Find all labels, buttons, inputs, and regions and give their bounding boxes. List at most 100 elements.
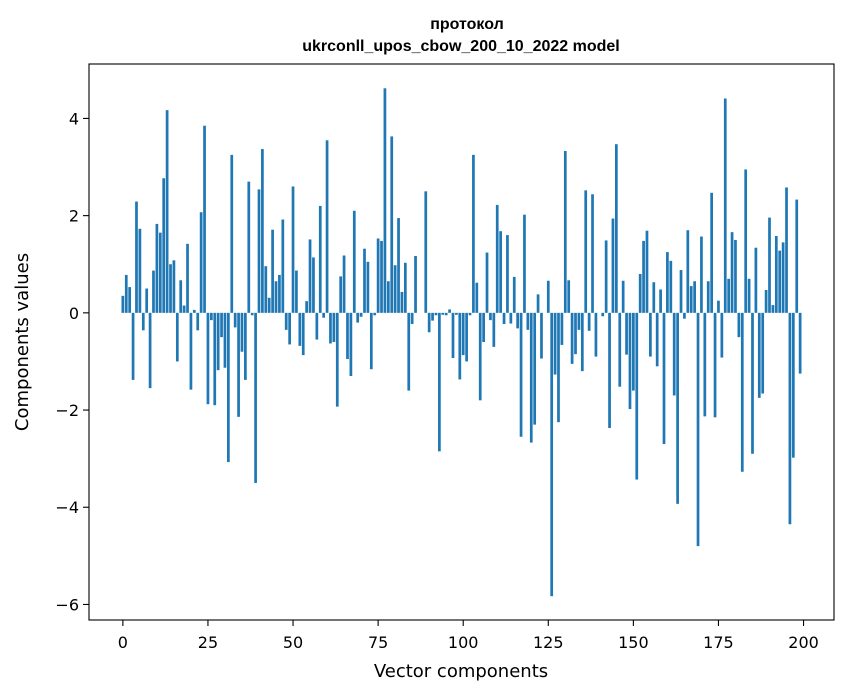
bar	[730, 232, 734, 313]
bar	[175, 312, 179, 362]
bar	[148, 312, 152, 389]
bar	[461, 312, 465, 356]
bar	[465, 312, 468, 362]
bar	[414, 255, 417, 313]
bar	[570, 312, 574, 364]
bar	[312, 257, 315, 313]
bar	[288, 312, 291, 345]
y-tick-label: 4	[69, 109, 79, 128]
bar	[669, 260, 673, 313]
bar	[679, 270, 683, 313]
bar	[577, 312, 581, 330]
bar	[189, 312, 193, 390]
bar	[580, 312, 584, 372]
bar	[254, 312, 257, 483]
bar	[768, 217, 771, 313]
bar	[431, 312, 434, 321]
bar	[182, 305, 186, 313]
bar	[138, 228, 142, 313]
bar	[485, 252, 489, 313]
bar	[383, 88, 387, 313]
bar	[740, 312, 744, 472]
bar	[444, 312, 448, 316]
bar	[761, 312, 765, 394]
bar	[611, 218, 615, 313]
bar	[509, 312, 513, 324]
bar	[614, 144, 618, 313]
y-tick-label: 2	[69, 207, 79, 226]
bar	[196, 312, 200, 331]
bar	[186, 243, 189, 313]
bar	[335, 312, 339, 407]
bar	[737, 312, 741, 338]
bar	[475, 282, 479, 313]
bar	[278, 274, 281, 313]
bar	[349, 312, 353, 377]
bar	[424, 191, 428, 313]
bar	[240, 312, 244, 352]
y-tick-label: −6	[55, 595, 79, 614]
bar	[390, 136, 394, 313]
bar	[703, 312, 707, 417]
bar	[373, 312, 377, 316]
bar	[791, 312, 795, 458]
x-ticks-group: 0 25 50 75 100 125 150 175 200	[118, 620, 819, 652]
bar	[706, 281, 710, 313]
x-axis-label: Vector components	[374, 661, 548, 682]
bar	[563, 151, 567, 313]
bar	[448, 309, 451, 313]
bar	[325, 140, 329, 313]
bar	[369, 312, 373, 370]
x-tick-label: 75	[368, 633, 388, 652]
bar	[676, 312, 679, 504]
bar	[567, 280, 571, 313]
bar	[274, 281, 278, 313]
bar	[553, 312, 557, 375]
bar	[308, 239, 312, 313]
bar	[618, 312, 622, 387]
bar	[594, 312, 598, 357]
bar	[131, 312, 135, 380]
bar	[315, 312, 319, 340]
bar	[468, 312, 472, 316]
bar	[655, 312, 659, 367]
bar	[662, 312, 666, 445]
bar	[128, 287, 132, 313]
bar	[403, 262, 407, 313]
bar	[529, 312, 533, 443]
bar	[318, 205, 322, 313]
bar	[659, 289, 662, 313]
bar	[356, 312, 360, 323]
bar	[754, 247, 758, 313]
bar	[723, 98, 727, 313]
bar	[785, 187, 788, 313]
bar	[135, 201, 138, 313]
bar	[451, 312, 455, 359]
bar	[441, 312, 445, 315]
bar	[560, 312, 564, 345]
bar	[584, 190, 588, 313]
bar	[203, 125, 206, 313]
x-tick-label: 0	[118, 633, 128, 652]
bar	[696, 312, 700, 547]
bar	[744, 169, 748, 313]
bar	[438, 312, 441, 452]
bar	[386, 281, 390, 313]
bar	[332, 312, 336, 342]
bar	[512, 276, 516, 313]
plot-frame	[88, 63, 835, 621]
bar	[533, 312, 537, 425]
bar	[628, 312, 632, 410]
bar	[550, 312, 554, 597]
bar	[727, 278, 731, 313]
x-tick-label: 100	[448, 633, 479, 652]
bar	[645, 230, 649, 313]
bar	[124, 274, 128, 313]
bar	[407, 312, 411, 391]
bar	[169, 264, 172, 313]
bar	[244, 312, 247, 380]
bar	[540, 312, 543, 359]
bar	[672, 312, 676, 396]
bar	[516, 312, 520, 329]
bar	[427, 312, 431, 333]
